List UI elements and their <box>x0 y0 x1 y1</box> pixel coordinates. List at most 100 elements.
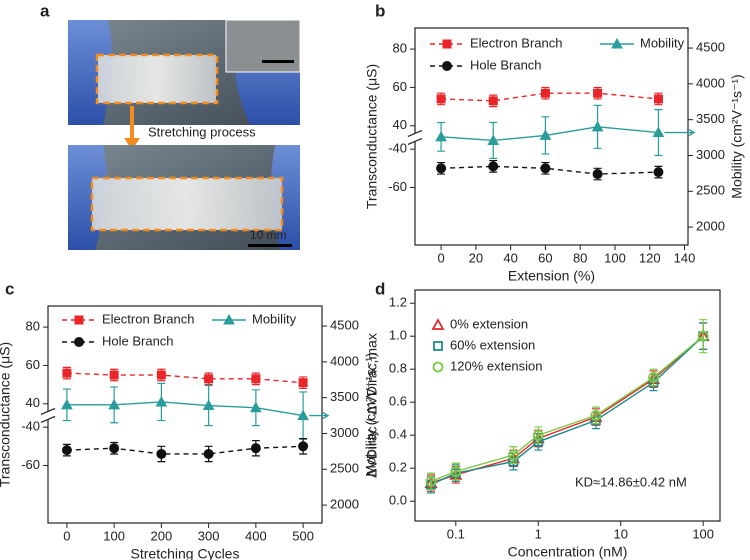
marker <box>251 374 261 384</box>
marker <box>508 449 519 461</box>
marker <box>539 129 552 140</box>
x-tick-label: 100 <box>103 528 125 543</box>
marker <box>436 163 447 174</box>
axis-break <box>40 407 56 416</box>
panel-label: b <box>375 1 385 20</box>
x-tick-label: 40 <box>503 250 517 265</box>
y2-tick-label: 2500 <box>330 461 359 476</box>
photo-bottom <box>68 145 300 250</box>
y-tick-label: 0.4 <box>389 427 407 442</box>
y-tick-label: 80 <box>393 41 407 56</box>
marker <box>488 96 498 106</box>
marker <box>532 429 544 441</box>
x-tick-label: 100 <box>692 526 714 541</box>
x-tick-label: 20 <box>469 250 483 265</box>
marker <box>593 88 603 98</box>
marker <box>540 88 550 98</box>
y2-tick-label: 2500 <box>696 183 725 198</box>
caption: Stretching process <box>148 124 256 139</box>
error-bar <box>534 426 543 445</box>
legend-label: Hole Branch <box>102 333 174 348</box>
marker <box>697 330 709 342</box>
marker <box>652 126 665 138</box>
x-tick-label: 120 <box>639 250 661 265</box>
y2-axis-label: Mobility (cm²V⁻¹s⁻¹) <box>363 352 379 476</box>
marker <box>648 372 659 383</box>
x-tick-label: 200 <box>151 528 173 543</box>
marker <box>156 448 167 459</box>
x-tick-label: 80 <box>573 250 587 265</box>
marker <box>487 134 500 145</box>
y2-tick-label: 2000 <box>696 219 725 234</box>
marker <box>109 370 119 380</box>
x-axis-label: Extension (%) <box>508 268 595 284</box>
legend-label: 60% extension <box>450 337 535 352</box>
y2-tick-label: 4000 <box>696 75 725 90</box>
marker <box>653 167 664 178</box>
axis-break <box>407 137 423 146</box>
y2-tick-label: 3000 <box>696 147 725 162</box>
panel-label: d <box>375 279 385 298</box>
legend-label: 120% extension <box>450 358 543 373</box>
panel-label: c <box>5 279 14 298</box>
x-tick-label: 0.1 <box>447 526 465 541</box>
axis-break <box>42 411 54 420</box>
y-tick-label: 0.8 <box>389 361 407 376</box>
marker <box>155 395 168 407</box>
y-tick-label: 0.0 <box>389 493 407 508</box>
legend-marker <box>433 341 443 351</box>
error-bar <box>426 472 435 491</box>
marker <box>653 94 663 104</box>
legend-marker <box>611 37 623 49</box>
series-line <box>66 445 304 455</box>
plot-frame <box>414 289 721 522</box>
marker <box>540 163 551 174</box>
x-tick-label: 10 <box>613 526 627 541</box>
y-tick-label: 40 <box>26 395 40 410</box>
marker <box>109 443 120 454</box>
y2-tick-label: 4500 <box>696 39 725 54</box>
y-tick-label: -60 <box>388 179 407 194</box>
marker <box>298 441 309 452</box>
marker <box>450 466 462 477</box>
y2-tick-label: 3500 <box>330 389 359 404</box>
marker <box>297 409 309 421</box>
axis-break <box>409 133 421 142</box>
legend-label: Mobility <box>252 311 297 326</box>
x-tick-label: 300 <box>198 528 220 543</box>
marker <box>203 448 214 459</box>
x-axis-label: Stretching Cycles <box>131 546 240 560</box>
x-tick-label: 400 <box>245 528 267 543</box>
marker <box>592 169 603 180</box>
y-tick-label: 1.2 <box>389 295 407 310</box>
legend-marker <box>431 318 445 330</box>
series-line <box>66 401 304 417</box>
error-bar <box>591 406 600 425</box>
y2-tick-label: 4000 <box>330 353 359 368</box>
x-tick-label: 60 <box>538 250 552 265</box>
marker <box>61 398 73 410</box>
axis-arrow <box>309 411 330 420</box>
y-axis-label: Transconductance (μS) <box>364 64 380 209</box>
axis-break <box>40 415 56 424</box>
x-tick-label: 0 <box>437 250 444 265</box>
y-tick-label: -40 <box>21 419 40 434</box>
arrow <box>124 106 140 150</box>
y-axis-label: Transconductance (μS) <box>0 342 13 487</box>
y2-tick-label: 3500 <box>696 111 725 126</box>
x-tick-label: 0 <box>63 528 70 543</box>
series-line <box>66 372 304 384</box>
legend-label: Electron Branch <box>102 311 195 326</box>
legend-marker <box>223 313 235 325</box>
x-axis-label: Concentration (nM) <box>508 544 628 560</box>
legend-label: 0% extension <box>450 316 528 331</box>
scale-bar-label: 10 mm <box>250 228 287 242</box>
marker <box>156 370 166 380</box>
marker <box>488 161 499 172</box>
marker <box>435 130 447 142</box>
plot-frame <box>47 305 323 524</box>
y2-tick-label: 3000 <box>330 425 359 440</box>
marker <box>202 399 215 411</box>
legend-marker <box>74 315 84 325</box>
photo-top <box>68 19 301 125</box>
